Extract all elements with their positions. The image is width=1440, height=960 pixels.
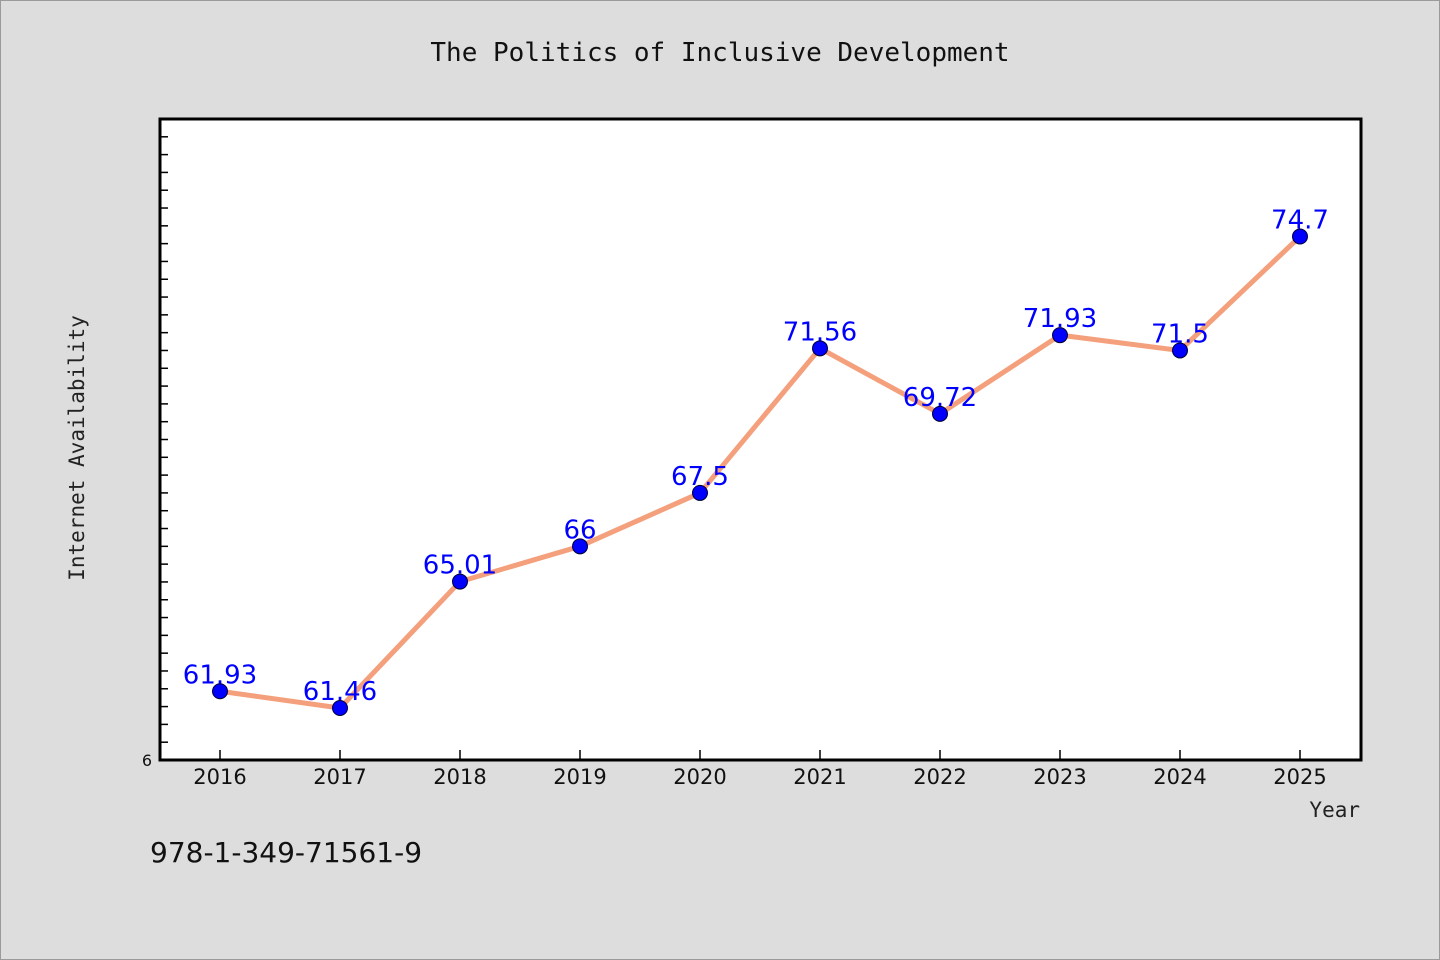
chart-title: The Politics of Inclusive Development [430, 38, 1009, 68]
series-markers [212, 228, 1308, 717]
x-tick-label: 2018 [433, 765, 486, 789]
series-line [219, 234, 1302, 711]
x-tick-label: 2023 [1033, 765, 1086, 789]
y-tick-label: 6 [142, 751, 152, 770]
x-tick-label: 2021 [793, 765, 846, 789]
data-point [332, 700, 348, 717]
data-label: 69.72 [903, 383, 977, 413]
data-point [932, 405, 948, 422]
x-tick-label: 2020 [673, 765, 726, 789]
plot-area [158, 117, 1363, 762]
y-axis-label: Internet Availability [65, 315, 89, 581]
data-label: 74.7 [1271, 206, 1329, 236]
data-point [1172, 342, 1188, 359]
data-point [452, 573, 468, 590]
data-label: 61.93 [183, 660, 257, 690]
data-label: 67.5 [671, 462, 729, 492]
data-labels: 61.93 61.46 65.01 66 67.5 71.56 69.72 71.93 71.5… [183, 206, 1329, 707]
data-label: 71.56 [783, 317, 857, 347]
isbn-text: 978-1-349-71561-9 [150, 836, 422, 869]
x-tick-label: 2024 [1153, 765, 1206, 789]
data-label: 71.93 [1023, 304, 1097, 334]
x-axis-label: Year [1309, 798, 1360, 822]
data-point [212, 683, 228, 700]
x-tick-label: 2025 [1273, 765, 1326, 789]
y-axis-ticks: 6 [142, 136, 168, 770]
x-tick-label: 2017 [313, 765, 366, 789]
data-label: 65.01 [423, 551, 497, 581]
data-point [572, 538, 588, 555]
data-point [1292, 228, 1308, 245]
data-label: 71.5 [1151, 319, 1209, 349]
x-axis-ticks: 2016 2017 2018 2019 2020 2021 2022 2023 2024 2025 [193, 750, 1327, 789]
data-label: 61.46 [303, 677, 377, 707]
data-point [812, 340, 828, 357]
x-tick-label: 2016 [193, 765, 246, 789]
data-point [1052, 327, 1068, 344]
data-point [692, 484, 708, 501]
x-tick-label: 2022 [913, 765, 966, 789]
x-tick-label: 2019 [553, 765, 606, 789]
data-label: 66 [563, 515, 596, 545]
